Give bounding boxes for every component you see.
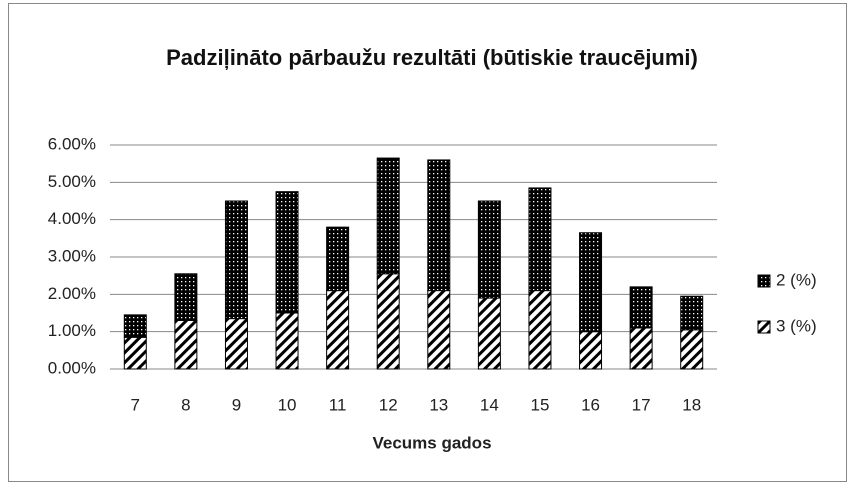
bar-segment	[376, 157, 400, 275]
y-tick-label: 0.00%	[48, 358, 96, 377]
bar-segment	[477, 297, 501, 370]
x-axis-label: Vecums gados	[372, 433, 491, 452]
bar-segment	[427, 159, 451, 292]
bar-segment	[629, 286, 653, 329]
bar-segment	[427, 290, 451, 370]
y-tick-label: 3.00%	[48, 246, 96, 265]
bar-segment	[224, 200, 248, 320]
bar-segment	[477, 200, 501, 299]
y-tick-label: 1.00%	[48, 321, 96, 340]
bar-segment	[326, 290, 350, 370]
legend-label: 2 (%)	[776, 270, 817, 289]
x-tick-label: 18	[682, 395, 701, 414]
y-tick-label: 2.00%	[48, 284, 96, 303]
y-tick-label: 5.00%	[48, 172, 96, 191]
bar-segment	[579, 331, 603, 370]
bar-segment	[174, 273, 198, 321]
bar-segment	[123, 336, 147, 370]
legend-label: 3 (%)	[776, 316, 817, 335]
x-tick-label: 17	[632, 395, 651, 414]
chart-title: Padziļināto pārbaužu rezultāti (būtiskie…	[166, 45, 698, 70]
y-tick-label: 6.00%	[48, 134, 96, 153]
bar-segment	[680, 295, 704, 331]
x-tick-label: 8	[181, 395, 190, 414]
bar-segment	[275, 312, 299, 370]
bar-segment	[224, 318, 248, 370]
y-tick-label: 4.00%	[48, 209, 96, 228]
bar-segment	[326, 226, 350, 292]
x-tick-label: 11	[329, 395, 347, 414]
legend-swatch	[757, 274, 771, 288]
x-tick-label: 15	[530, 395, 549, 414]
x-tick-label: 13	[429, 395, 448, 414]
legend-swatch	[757, 320, 771, 334]
x-tick-label: 16	[581, 395, 600, 414]
bar-segment	[123, 314, 147, 338]
bar-segment	[376, 273, 400, 370]
bar-segment	[528, 290, 552, 370]
bar-segment	[579, 232, 603, 333]
x-tick-label: 7	[131, 395, 140, 414]
bar-segment	[680, 329, 704, 370]
x-tick-label: 14	[480, 395, 499, 414]
bar-segment	[174, 319, 198, 370]
bar-segment	[629, 327, 653, 370]
x-tick-label: 10	[278, 395, 297, 414]
x-tick-label: 9	[232, 395, 241, 414]
x-tick-label: 12	[379, 395, 398, 414]
bar-segment	[275, 191, 299, 314]
bar-segment	[528, 187, 552, 292]
